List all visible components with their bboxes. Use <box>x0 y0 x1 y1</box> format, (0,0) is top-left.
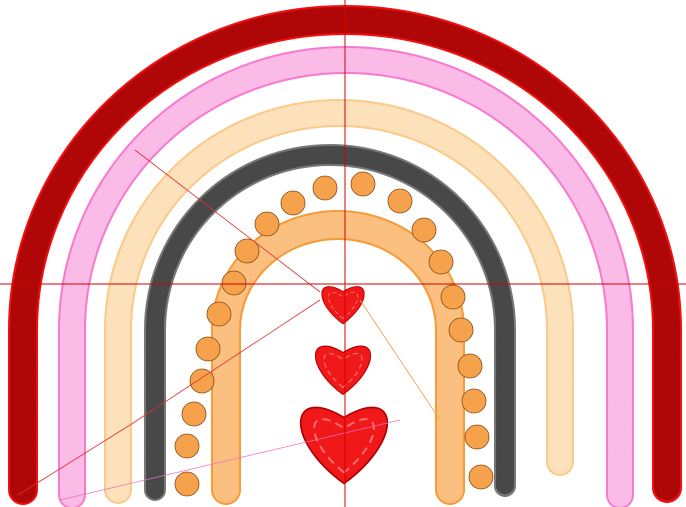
dot <box>458 354 482 378</box>
dot <box>281 191 305 215</box>
dot <box>255 212 279 236</box>
dot <box>175 434 199 458</box>
dot <box>222 271 246 295</box>
dot <box>388 189 412 213</box>
dot <box>182 402 206 426</box>
dot <box>351 172 375 196</box>
dot <box>469 465 493 489</box>
dot <box>207 302 231 326</box>
dot <box>190 369 214 393</box>
dot <box>313 176 337 200</box>
dot <box>462 389 486 413</box>
dot <box>175 472 199 496</box>
dot <box>441 285 465 309</box>
dot <box>429 250 453 274</box>
dot <box>449 318 473 342</box>
design-canvas <box>0 0 686 507</box>
page <box>0 0 686 507</box>
dot <box>196 337 220 361</box>
dot <box>465 425 489 449</box>
dot <box>412 218 436 242</box>
